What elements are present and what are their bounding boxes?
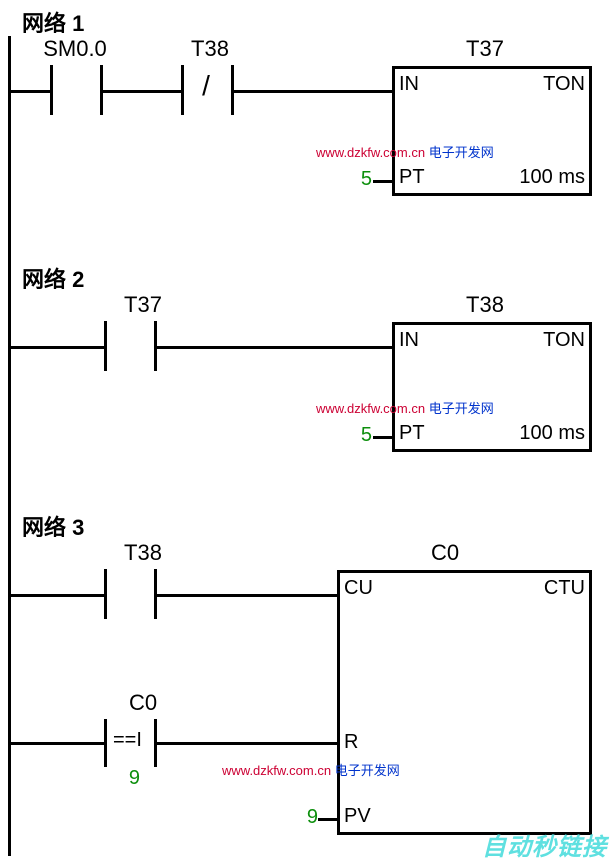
n3-box-title: C0: [380, 540, 510, 566]
n2-contact-1-label: T37: [108, 292, 178, 318]
n3-contact-2-label: C0: [108, 690, 178, 716]
n2-in-label: IN: [399, 329, 419, 352]
n1-pt-label: PT: [399, 166, 425, 189]
n1-contact-1-label: SM0.0: [30, 36, 120, 62]
n1-type-label: TON: [543, 73, 585, 96]
n2-pt-label: PT: [399, 422, 425, 445]
watermark-2: www.dzkfw.com.cn 电子开发网: [316, 398, 494, 417]
n3-wire: [10, 594, 104, 597]
n1-wire: [103, 90, 181, 93]
watermark-1: www.dzkfw.com.cn 电子开发网: [316, 142, 494, 161]
n2-timer-box: IN TON PT 100 ms: [392, 322, 592, 452]
n3-contact-2-value: 9: [118, 767, 140, 790]
n3-contact-1-label: T38: [108, 540, 178, 566]
n3-contact-2-left: [104, 719, 107, 767]
n3-cu-label: CU: [344, 577, 373, 600]
n2-type-label: TON: [543, 329, 585, 352]
n2-timebase: 100 ms: [519, 422, 585, 445]
n3-contact-1-left: [104, 569, 107, 619]
watermark-url: www.dzkfw.com.cn: [222, 763, 331, 778]
watermark-text: 电子开发网: [429, 145, 494, 160]
network-3-title: 网络 3: [22, 510, 84, 542]
n2-pt-value: 5: [350, 424, 372, 447]
network-2-title: 网络 2: [22, 262, 84, 294]
n2-contact-1-left: [104, 321, 107, 371]
n3-contact-2-cmp: ==I: [113, 729, 142, 752]
n3-pv-wire: [318, 818, 337, 821]
n1-timebase: 100 ms: [519, 166, 585, 189]
n3-pv-label: PV: [344, 805, 371, 828]
n3-wire-r: [10, 742, 104, 745]
footer-watermark: 自动秒链接: [482, 827, 607, 862]
n1-timer-box: IN TON PT 100 ms: [392, 66, 592, 196]
n1-contact-2-left: [181, 65, 184, 115]
n1-wire: [10, 90, 50, 93]
watermark-url: www.dzkfw.com.cn: [316, 401, 425, 416]
watermark-url: www.dzkfw.com.cn: [316, 145, 425, 160]
n1-box-title: T37: [420, 36, 550, 62]
n2-box-title: T38: [420, 292, 550, 318]
n3-counter-box: CU CTU R PV: [337, 570, 592, 835]
power-rail-left: [8, 36, 11, 856]
n3-wire: [157, 594, 337, 597]
n1-contact-2-label: T38: [175, 36, 245, 62]
n1-pt-wire: [373, 180, 392, 183]
n2-wire: [10, 346, 104, 349]
n3-type-label: CTU: [544, 577, 585, 600]
n2-pt-wire: [373, 436, 392, 439]
n3-pv-value: 9: [296, 806, 318, 829]
network-1-title: 网络 1: [22, 6, 84, 38]
watermark-3: www.dzkfw.com.cn 电子开发网: [222, 760, 400, 779]
n1-contact-2-nc-slash: /: [196, 70, 216, 102]
n1-contact-1-left: [50, 65, 53, 115]
n2-wire: [157, 346, 392, 349]
n1-pt-value: 5: [350, 168, 372, 191]
n3-wire-r: [157, 742, 337, 745]
n1-in-label: IN: [399, 73, 419, 96]
n3-r-label: R: [344, 731, 358, 754]
watermark-text: 电子开发网: [429, 401, 494, 416]
n1-wire: [234, 90, 392, 93]
watermark-text: 电子开发网: [335, 763, 400, 778]
